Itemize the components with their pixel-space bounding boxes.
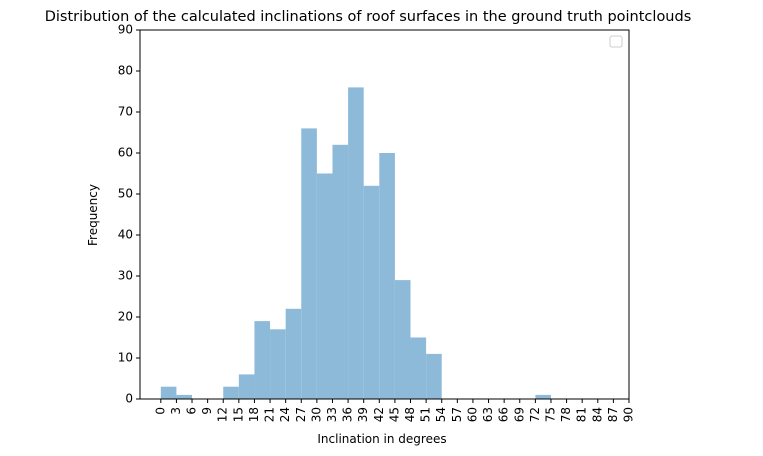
y-tick-label: 0: [125, 392, 133, 406]
histogram-bar-21: [270, 329, 286, 399]
histogram-bar-24: [285, 308, 302, 399]
x-tick-label: 30: [309, 407, 323, 422]
x-tick-label: 78: [559, 407, 573, 422]
x-tick-label: 6: [185, 407, 199, 415]
y-tick-label: 90: [118, 23, 133, 37]
histogram-bar-18: [254, 321, 271, 399]
legend-box: [609, 35, 623, 48]
bars-layer: [160, 87, 551, 400]
histogram-bar-3: [176, 394, 193, 399]
histogram-bar-0: [160, 386, 177, 399]
x-tick-label: 75: [543, 407, 557, 422]
x-axis: 0 3 6 9 12 15 18 21 24 27 30 33 36 39 42 45 48 51 54 57 60 63…: [153, 399, 636, 422]
histogram-bar-45: [394, 280, 411, 399]
x-tick-label: 3: [169, 407, 183, 415]
x-tick-label: 33: [325, 407, 339, 422]
x-tick-label: 21: [263, 407, 277, 422]
y-tick-label: 10: [118, 351, 133, 365]
y-tick-label: 50: [118, 187, 133, 201]
x-tick-label: 27: [294, 407, 308, 422]
x-tick-label: 36: [341, 407, 355, 422]
x-tick-label: 9: [200, 407, 214, 415]
x-tick-label: 51: [419, 407, 433, 422]
x-tick-label: 57: [450, 407, 464, 422]
histogram-bar-39: [363, 185, 380, 399]
y-axis: 0 10 20 30 40 50 60 70 80 90: [118, 23, 140, 406]
histogram-bar-72: [535, 394, 551, 399]
y-axis-label: Frequency: [86, 184, 100, 246]
chart-title: Distribution of the calculated inclinati…: [45, 9, 692, 25]
x-tick-label: 39: [356, 407, 370, 422]
y-tick-label: 40: [118, 228, 133, 242]
x-axis-label: Inclination in degrees: [317, 432, 446, 446]
x-tick-label: 66: [497, 407, 511, 422]
histogram-bar-36: [348, 87, 364, 400]
x-tick-label: 18: [247, 407, 261, 422]
x-tick-label: 48: [403, 407, 417, 422]
y-tick-label: 30: [118, 269, 133, 283]
histogram-bar-15: [238, 374, 255, 399]
x-tick-label: 81: [575, 407, 589, 422]
histogram-bar-48: [410, 337, 427, 399]
x-tick-label: 60: [465, 407, 479, 422]
x-tick-label: 0: [153, 407, 167, 415]
x-tick-label: 90: [622, 407, 636, 422]
histogram-bar-30: [316, 173, 333, 399]
x-tick-label: 24: [278, 407, 292, 422]
y-tick-label: 70: [118, 105, 133, 119]
plot-frame: [139, 29, 630, 400]
x-tick-label: 45: [387, 407, 401, 422]
x-tick-label: 69: [512, 407, 526, 422]
x-tick-label: 12: [216, 407, 230, 422]
x-tick-label: 87: [606, 407, 620, 422]
histogram-bar-42: [379, 153, 395, 399]
x-tick-label: 54: [434, 407, 448, 422]
y-tick-label: 80: [118, 64, 133, 78]
histogram-bar-33: [332, 144, 349, 399]
x-tick-label: 72: [528, 407, 542, 422]
histogram-bar-12: [223, 386, 239, 399]
x-tick-label: 15: [231, 407, 245, 422]
x-tick-label: 42: [372, 407, 386, 422]
y-tick-label: 60: [118, 146, 133, 160]
histogram-bar-51: [426, 353, 442, 399]
x-tick-label: 84: [590, 407, 604, 422]
histogram-bar-27: [301, 128, 317, 399]
y-tick-label: 20: [118, 310, 133, 324]
x-tick-label: 63: [481, 407, 495, 422]
